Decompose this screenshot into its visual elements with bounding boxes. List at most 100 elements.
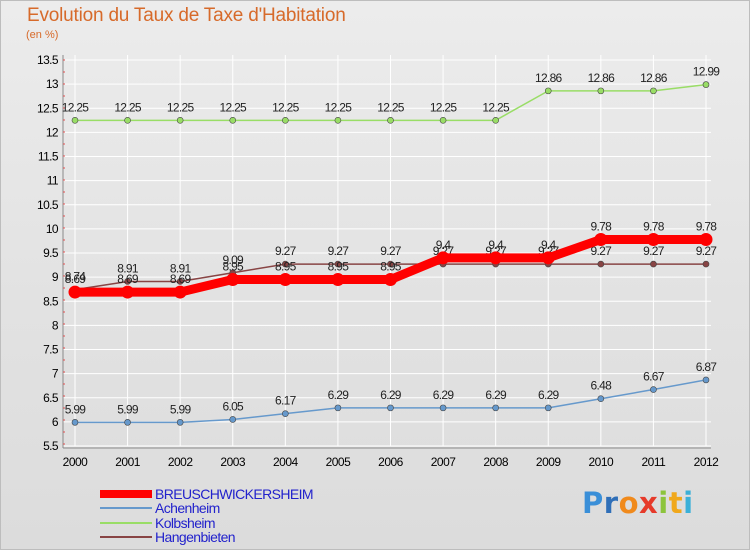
- data-label-hangenbieten: 8.91: [170, 261, 192, 275]
- y-tick-label: 10: [46, 222, 59, 236]
- data-point-breuschwickersheim: [121, 285, 135, 299]
- data-label-kolbsheim: 12.86: [535, 71, 563, 85]
- data-label-kolbsheim: 12.25: [219, 100, 247, 114]
- data-label-breuschwickersheim: 8.69: [65, 272, 87, 286]
- data-label-hangenbieten: 9.27: [275, 244, 297, 258]
- y-tick-label: 13.5: [37, 53, 59, 67]
- data-point-hangenbieten: [334, 260, 342, 268]
- data-point-hangenbieten: [597, 260, 605, 268]
- data-point-achenheim: [282, 410, 289, 417]
- data-label-kolbsheim: 12.25: [272, 100, 300, 114]
- data-point-breuschwickersheim: [173, 285, 187, 299]
- y-tick-label: 11.5: [38, 150, 59, 164]
- y-tick-label: 8: [52, 318, 59, 332]
- legend-label-breuschwickersheim: BREUSCHWICKERSHEIM: [155, 486, 314, 502]
- data-point-kolbsheim: [544, 87, 552, 95]
- logo-letter: i: [683, 486, 694, 520]
- data-label-kolbsheim: 12.25: [482, 100, 510, 114]
- data-label-achenheim: 6.29: [485, 388, 507, 402]
- data-point-achenheim: [597, 395, 605, 403]
- y-tick-label: 5.5: [43, 439, 59, 453]
- y-tick-label: 12.5: [37, 101, 59, 115]
- y-tick-label: 13: [46, 77, 59, 91]
- proxiti-logo[interactable]: Proxiti: [582, 486, 694, 520]
- data-label-hangenbieten: 9.27: [643, 244, 665, 258]
- data-label-breuschwickersheim: 9.4: [488, 238, 504, 252]
- y-tick-label: 12: [46, 125, 59, 139]
- data-label-kolbsheim: 12.25: [325, 100, 353, 114]
- legend-line-breuschwickersheim: [100, 490, 152, 499]
- y-tick-label: 7.5: [43, 343, 59, 357]
- data-label-achenheim: 5.99: [170, 402, 192, 416]
- data-point-kolbsheim: [702, 81, 710, 88]
- data-label-hangenbieten: 9.27: [591, 244, 613, 258]
- data-point-kolbsheim: [71, 117, 79, 124]
- y-tick-label: 6: [52, 415, 59, 429]
- data-label-breuschwickersheim: 8.69: [117, 272, 139, 286]
- logo-letter: o: [618, 486, 640, 520]
- data-point-achenheim: [439, 404, 447, 412]
- logo-letter: P: [582, 486, 604, 520]
- y-tick-label: 10.5: [37, 198, 59, 212]
- data-point-breuschwickersheim: [278, 273, 292, 287]
- data-label-hangenbieten: 9.27: [380, 244, 402, 258]
- data-label-achenheim: 6.29: [380, 388, 402, 402]
- x-tick-label: 2000: [63, 455, 89, 469]
- data-label-achenheim: 6.87: [696, 360, 718, 374]
- x-tick-label: 2004: [273, 455, 299, 469]
- y-tick-label: 7: [52, 367, 59, 381]
- data-label-breuschwickersheim: 9.78: [643, 219, 665, 233]
- data-point-kolbsheim: [492, 117, 499, 124]
- data-label-kolbsheim: 12.25: [62, 100, 90, 114]
- data-point-kolbsheim: [282, 117, 289, 124]
- data-label-achenheim: 6.29: [538, 388, 560, 402]
- data-label-hangenbieten: 9.27: [696, 244, 718, 258]
- chart-title: Evolution du Taux de Taxe d'Habitation: [27, 5, 346, 26]
- data-label-kolbsheim: 12.25: [377, 100, 405, 114]
- data-label-breuschwickersheim: 9.78: [591, 219, 613, 233]
- legend-line-achenheim: [100, 507, 152, 510]
- data-point-breuschwickersheim: [594, 232, 608, 246]
- x-tick-label: 2006: [378, 455, 404, 469]
- data-point-achenheim: [334, 404, 342, 412]
- data-point-achenheim: [702, 376, 710, 384]
- legend-line-hangenbieten: [100, 536, 152, 539]
- data-point-achenheim: [229, 416, 237, 423]
- x-tick-label: 2011: [642, 455, 667, 469]
- data-point-breuschwickersheim: [699, 232, 713, 246]
- data-point-breuschwickersheim: [68, 285, 82, 299]
- x-tick-label: 2012: [694, 455, 720, 469]
- data-point-kolbsheim: [124, 117, 131, 124]
- data-label-hangenbieten: 8.91: [117, 261, 139, 275]
- data-label-kolbsheim: 12.99: [693, 65, 721, 79]
- data-label-achenheim: 6.05: [222, 399, 244, 413]
- data-point-kolbsheim: [334, 117, 342, 124]
- data-label-breuschwickersheim: 8.95: [275, 260, 297, 274]
- data-point-kolbsheim: [387, 117, 394, 124]
- legend-line-kolbsheim: [100, 521, 152, 524]
- y-tick-label: 8.5: [43, 294, 59, 308]
- data-label-hangenbieten: 8.74: [65, 270, 87, 284]
- logo-letter: i: [658, 486, 669, 520]
- data-point-breuschwickersheim: [384, 273, 397, 287]
- x-tick-label: 2009: [536, 455, 562, 469]
- data-point-hangenbieten: [282, 260, 289, 268]
- x-tick-label: 2008: [483, 455, 509, 469]
- data-point-achenheim: [124, 419, 131, 426]
- data-label-kolbsheim: 12.25: [430, 100, 458, 114]
- legend-label-kolbsheim: Kolbsheim: [155, 514, 216, 531]
- data-label-kolbsheim: 12.25: [114, 100, 142, 114]
- y-tick-label: 9: [52, 270, 59, 284]
- x-tick-label: 2001: [115, 455, 141, 469]
- legend-label-achenheim: Achenheim: [155, 500, 220, 517]
- y-tick-label: 11: [47, 174, 59, 188]
- data-label-hangenbieten: 9.27: [328, 244, 350, 258]
- unit-label: (en %): [26, 29, 59, 41]
- data-label-breuschwickersheim: 8.95: [222, 260, 244, 274]
- data-label-breuschwickersheim: 9.4: [436, 238, 452, 252]
- data-point-kolbsheim: [597, 87, 605, 95]
- logo-letter: x: [639, 486, 659, 520]
- data-label-achenheim: 6.48: [591, 379, 613, 393]
